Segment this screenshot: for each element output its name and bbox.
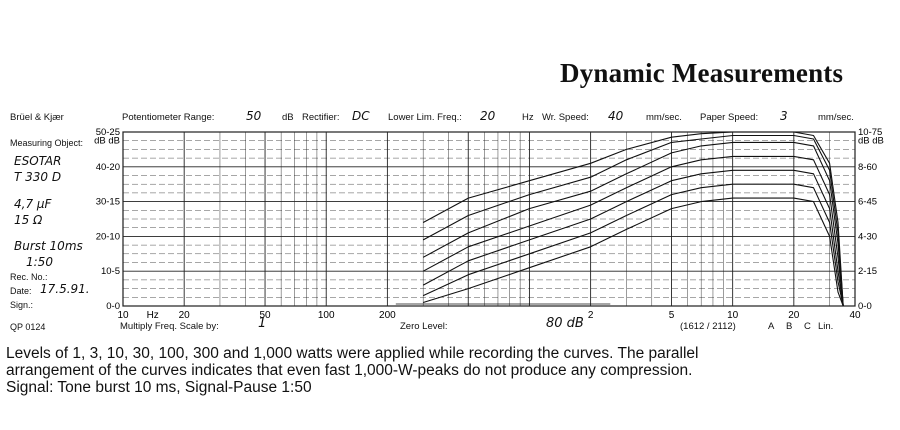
- figure-caption: Levels of 1, 3, 10, 30, 100, 300 and 1,0…: [6, 345, 896, 396]
- zero-level-label: Zero Level:: [400, 321, 448, 332]
- filter-a: A: [768, 321, 775, 332]
- x-tick-label: 5: [669, 310, 675, 321]
- chart-grid: [122, 131, 856, 307]
- write-speed-unit: mm/sec.: [646, 112, 682, 123]
- caption-line-2: arrangement of the curves indicates that…: [6, 362, 693, 379]
- curve-series-6: [422, 134, 844, 307]
- pot-range-value: 50: [246, 109, 262, 123]
- date-label: Date:: [10, 286, 32, 296]
- curve-series-5: [422, 141, 844, 307]
- x-tick-label: Hz: [147, 310, 159, 321]
- qp-label: QP 0124: [10, 322, 46, 332]
- write-speed-value: 40: [608, 109, 624, 123]
- brand-label: Brüel & Kjær: [10, 112, 64, 123]
- x-tick-label: 10: [727, 310, 739, 321]
- rectifier-value: DC: [352, 109, 370, 123]
- filter-c: C: [804, 321, 811, 332]
- x-tick-label: 50: [259, 310, 271, 321]
- y-tick-label-right: 4-30: [858, 231, 877, 242]
- y-tick-label-right: 8-60: [858, 162, 877, 173]
- y-tick-label-left: 20-10: [96, 231, 120, 242]
- paper-speed-unit: mm/sec.: [818, 112, 854, 123]
- y-tick-label-left: 10-5: [101, 266, 120, 277]
- sign-label: Sign.:: [10, 300, 34, 310]
- filter-lin: Lin.: [818, 321, 834, 332]
- lower-freq-value: 20: [480, 109, 496, 123]
- y-tick-label-right: 6-45: [858, 197, 877, 208]
- pot-range-unit: dB: [282, 112, 294, 123]
- x-tick-label: 100: [318, 310, 335, 321]
- y-tick-label-left: 40-20: [96, 162, 120, 173]
- zero-level-value: 80 dB: [546, 316, 584, 331]
- paper-speed-value: 3: [780, 109, 788, 123]
- lower-freq-unit: Hz: [522, 112, 534, 123]
- x-tick-label: 40: [849, 310, 861, 321]
- pot-range-label: Potentiometer Range:: [122, 112, 215, 123]
- object-line-4: 15 Ω: [14, 213, 43, 227]
- rectifier-label: Rectifier:: [302, 112, 340, 123]
- object-line-2: T 330 D: [14, 170, 62, 184]
- y-tick-label-left: 0-0: [106, 301, 120, 312]
- lower-freq-label: Lower Lim. Freq.:: [388, 112, 462, 123]
- y-tick-label-right: 0-0: [858, 301, 872, 312]
- page-title: Dynamic Measurements: [560, 58, 844, 88]
- curve-series-2: [422, 183, 844, 307]
- object-line-6: 1:50: [26, 255, 53, 269]
- chart-code: (1612 / 2112): [680, 321, 736, 332]
- object-line-3: 4,7 µF: [14, 197, 52, 211]
- y-tick-label-left: 30-15: [96, 197, 120, 208]
- caption-line-1: Levels of 1, 3, 10, 30, 100, 300 and 1,0…: [6, 345, 699, 362]
- multiply-freq-value: 1: [258, 316, 267, 331]
- x-tick-label: 2: [588, 310, 594, 321]
- curve-series-3: [422, 169, 844, 307]
- date-value: 17.5.91.: [40, 282, 90, 296]
- multiply-freq-label: Multiply Freq. Scale by:: [120, 321, 219, 332]
- x-tick-label: 10: [117, 310, 129, 321]
- curve-series-4: [422, 155, 844, 307]
- x-tick-label: 20: [179, 310, 191, 321]
- y-tick-label-right: dB dB: [858, 136, 884, 147]
- filter-b: B: [786, 321, 793, 332]
- write-speed-label: Wr. Speed:: [542, 112, 589, 123]
- y-tick-label-right: 2-15: [858, 266, 877, 277]
- measuring-object-label: Measuring Object:: [10, 138, 84, 148]
- object-line-5: Burst 10ms: [14, 239, 83, 253]
- x-tick-label: 20: [788, 310, 800, 321]
- paper-speed-label: Paper Speed:: [700, 112, 759, 123]
- rec-no-label: Rec. No.:: [10, 272, 48, 282]
- object-line-1: ESOTAR: [14, 154, 62, 168]
- curve-series-7: [422, 131, 844, 307]
- curve-series-1: [423, 197, 844, 307]
- x-tick-label: 200: [379, 310, 396, 321]
- caption-line-3: Signal: Tone burst 10 ms, Signal-Pause 1…: [6, 379, 312, 396]
- y-tick-label-left: 50-25: [96, 127, 120, 138]
- chart-curves: [395, 131, 844, 307]
- y-tick-label-right: 10-75: [858, 127, 882, 138]
- y-tick-label-left: dB dB: [94, 136, 120, 147]
